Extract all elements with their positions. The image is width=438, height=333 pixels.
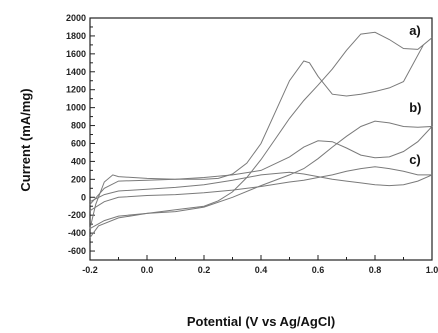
curve-label: c) bbox=[409, 152, 421, 167]
y-tick-label: 1200 bbox=[66, 85, 86, 95]
curve-label: b) bbox=[409, 100, 421, 115]
curve-a bbox=[89, 31, 433, 238]
y-tick-label: -400 bbox=[68, 228, 86, 238]
x-tick-label: 0.6 bbox=[312, 265, 325, 275]
x-tick-label: -0.2 bbox=[82, 265, 98, 275]
y-tick-label: 1800 bbox=[66, 31, 86, 41]
y-tick-label: -200 bbox=[68, 210, 86, 220]
x-tick-label: 0.2 bbox=[198, 265, 211, 275]
x-tick-label: 0.4 bbox=[255, 265, 268, 275]
y-tick-label: 2000 bbox=[66, 13, 86, 23]
curves bbox=[89, 31, 434, 238]
y-tick-label: 200 bbox=[71, 174, 86, 184]
y-tick-label: 0 bbox=[81, 192, 86, 202]
plot-frame bbox=[89, 17, 433, 261]
y-tick-label: 400 bbox=[71, 156, 86, 166]
y-tick-label: 1400 bbox=[66, 67, 86, 77]
y-axis-ticks: -600 -400 -200 0 200 400 600 800 1000 1200 1400 160… bbox=[66, 13, 95, 256]
y-axis-title: Current (mA/mg) bbox=[18, 88, 33, 191]
y-tick-label: 1600 bbox=[66, 49, 86, 59]
curve-label: a) bbox=[409, 23, 421, 38]
y-tick-label: 1000 bbox=[66, 103, 86, 113]
y-tick-label: 800 bbox=[71, 121, 86, 131]
x-tick-label: 0.8 bbox=[369, 265, 382, 275]
x-axis-ticks: -0.2 0.0 0.2 0.4 0.6 0.8 1.0 bbox=[82, 255, 438, 275]
curve-b bbox=[89, 120, 434, 230]
curve-labels: a) b) c) bbox=[409, 23, 421, 167]
x-axis-title: Potential (V vs Ag/AgCl) bbox=[187, 314, 335, 329]
y-tick-label: 600 bbox=[71, 138, 86, 148]
y-tick-label: -600 bbox=[68, 246, 86, 256]
x-tick-label: 1.0 bbox=[426, 265, 438, 275]
curve-c bbox=[89, 166, 433, 212]
x-tick-label: 0.0 bbox=[141, 265, 154, 275]
